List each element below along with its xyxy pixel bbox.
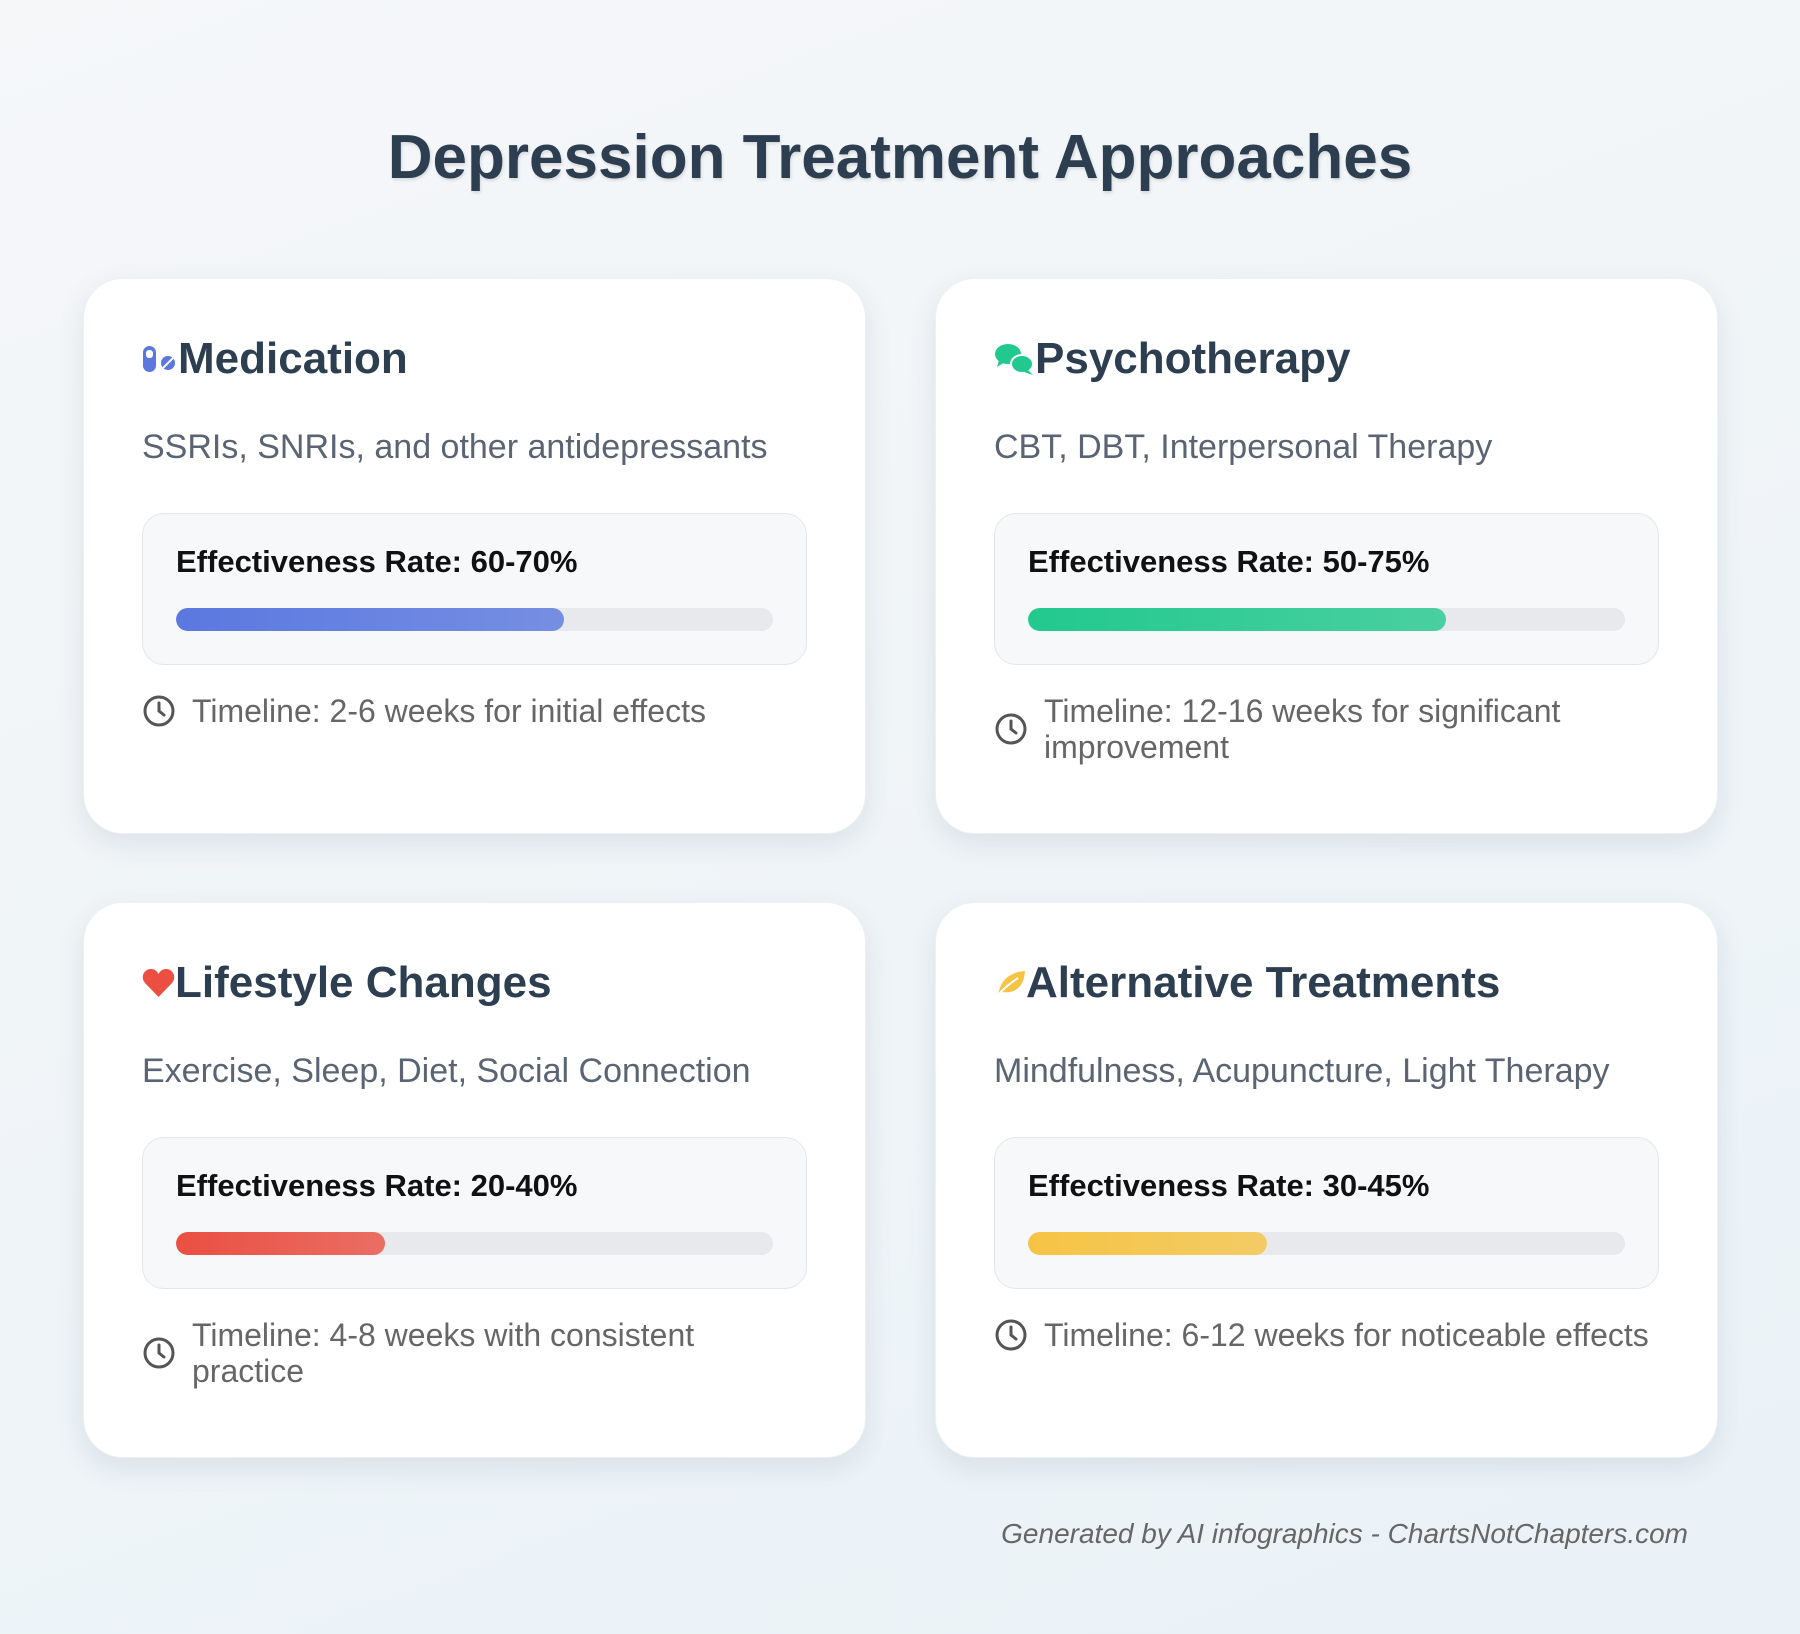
card-header: Lifestyle Changes xyxy=(142,957,807,1009)
card-description: Exercise, Sleep, Diet, Social Connection xyxy=(142,1052,751,1090)
timeline-text: Timeline: 2-6 weeks for initial effects xyxy=(192,693,706,729)
leaf-icon xyxy=(995,971,1025,998)
card-title: Alternative Treatments xyxy=(1026,958,1501,1007)
effectiveness-label: Effectiveness Rate: 20-40% xyxy=(176,1168,578,1203)
card: Lifestyle Changes Exercise, Sleep, Diet,… xyxy=(83,902,866,1458)
clock-icon xyxy=(143,695,175,727)
card-title: Medication xyxy=(178,334,408,383)
heart-icon xyxy=(142,969,175,997)
chat-icon xyxy=(995,344,1034,375)
effectiveness-bar xyxy=(1028,608,1446,631)
pill-icon xyxy=(143,346,175,372)
timeline: Timeline: 2-6 weeks for initial effects xyxy=(142,693,807,729)
effectiveness-bar xyxy=(176,608,565,631)
card: Medication SSRIs, SNRIs, and other antid… xyxy=(83,278,866,834)
effectiveness-box: Effectiveness Rate: 30-45% xyxy=(994,1137,1659,1289)
bar-track xyxy=(176,608,773,631)
card: Psychotherapy CBT, DBT, Interpersonal Th… xyxy=(935,278,1718,834)
timeline: Timeline: 6-12 weeks for noticeable effe… xyxy=(994,1317,1659,1353)
card-title: Psychotherapy xyxy=(1035,334,1351,383)
effectiveness-box: Effectiveness Rate: 20-40% xyxy=(142,1137,807,1289)
card-grid: Medication SSRIs, SNRIs, and other antid… xyxy=(83,278,1718,1458)
effectiveness-bar xyxy=(1028,1232,1267,1255)
page-title: Depression Treatment Approaches xyxy=(387,123,1413,192)
clock-icon xyxy=(143,1337,175,1369)
timeline-text: Timeline: 4-8 weeks with consistent prac… xyxy=(192,1317,695,1389)
card-description: CBT, DBT, Interpersonal Therapy xyxy=(994,428,1493,466)
clock-icon xyxy=(995,713,1027,745)
timeline: Timeline: 4-8 weeks with consistent prac… xyxy=(142,1317,807,1389)
effectiveness-label: Effectiveness Rate: 60-70% xyxy=(176,544,578,579)
effectiveness-label: Effectiveness Rate: 50-75% xyxy=(1028,544,1430,579)
effectiveness-box: Effectiveness Rate: 60-70% xyxy=(142,513,807,665)
timeline: Timeline: 12-16 weeks for significant im… xyxy=(994,693,1659,765)
clock-icon xyxy=(995,1319,1027,1351)
bar-track xyxy=(176,1232,773,1255)
card: Alternative Treatments Mindfulness, Acup… xyxy=(935,902,1718,1458)
card-header: Psychotherapy xyxy=(994,333,1659,385)
card-header: Medication xyxy=(142,333,807,385)
card-header: Alternative Treatments xyxy=(994,957,1659,1009)
effectiveness-bar xyxy=(176,1232,385,1255)
timeline-text: Timeline: 6-12 weeks for noticeable effe… xyxy=(1044,1317,1649,1353)
bar-track xyxy=(1028,608,1625,631)
card-title: Lifestyle Changes xyxy=(175,958,552,1007)
card-description: Mindfulness, Acupuncture, Light Therapy xyxy=(994,1052,1610,1090)
effectiveness-label: Effectiveness Rate: 30-45% xyxy=(1028,1168,1430,1203)
effectiveness-box: Effectiveness Rate: 50-75% xyxy=(994,513,1659,665)
timeline-text: Timeline: 12-16 weeks for significant im… xyxy=(1044,693,1561,765)
footer: Generated by AI infographics - ChartsNot… xyxy=(1001,1518,1688,1549)
bar-track xyxy=(1028,1232,1625,1255)
card-description: SSRIs, SNRIs, and other antidepressants xyxy=(142,428,768,466)
